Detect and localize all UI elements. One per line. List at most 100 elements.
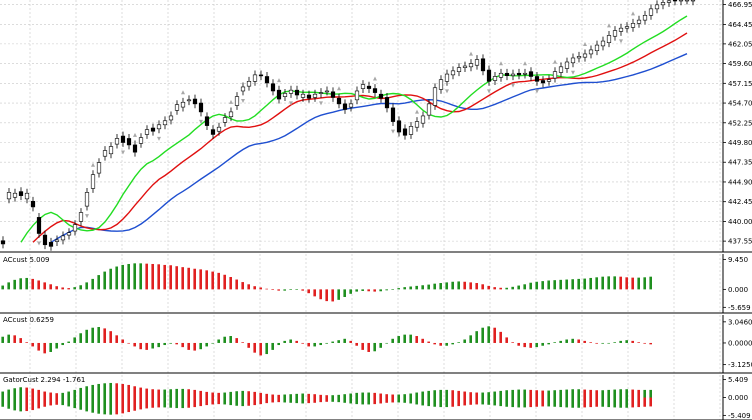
gator-lower-bar [49,397,52,406]
ac1-bar [157,264,160,290]
ac1-bar [283,289,286,291]
gator-lower-bar [457,397,460,407]
price-axis-tick-label: 449.80 [728,139,752,147]
gator-lower-bar [73,397,76,409]
fractal-down-marker [157,136,161,141]
gator-lower-bar [13,397,16,411]
gator-upper-bar [343,394,346,398]
gator-lower-bar [85,397,88,412]
candle-body [384,97,390,109]
candle-body [30,200,36,208]
candle-body [198,102,204,113]
ac2-bar [301,342,304,344]
candle-body [600,40,606,47]
candle-body [138,137,144,144]
gator-upper-bar [19,387,22,398]
ac1-bar [631,277,634,290]
gator-upper-bar [55,393,58,398]
candle-body [60,235,66,241]
gator-lower-bar [601,397,604,407]
ac2-bar [445,342,448,346]
candle-body [402,128,408,136]
ac2-bar [271,342,274,350]
price-panel[interactable] [0,0,752,253]
candle-body [210,129,216,135]
gator-upper-bar [523,389,526,398]
ac1-bar [7,282,10,290]
gator-lower-bar [487,397,490,405]
candle-body [264,76,270,84]
gator-upper-bar [61,392,64,398]
ac2-bar [331,341,334,343]
gator-axis-tick-label: 0.000 [728,394,748,402]
ac-axis-1: 9.450 0.000 -5.659 [723,256,751,312]
candle-body [474,59,480,66]
gator-upper-bar [289,394,292,398]
ac2-bar [355,342,358,346]
gator-upper-bar [67,391,70,398]
candle-body [84,192,90,207]
candle-body [354,90,360,101]
gator-upper-bar [397,394,400,398]
candle-body [228,111,234,118]
candle-body [588,49,594,55]
candle-body [378,93,384,99]
ac1-axis-tick-label: -5.659 [728,304,751,312]
ac-axis-2: 3.0460 0.0000 -3.1250 [723,318,752,369]
gator-lower-bar [589,397,592,408]
gator-lower-bar [613,397,616,408]
ac2-bar [487,326,490,343]
gator-lower-bar [325,397,328,402]
gator-upper-bar [637,389,640,398]
gator-upper-bar [541,390,544,398]
gator-lower-bar [121,397,124,414]
candle-body [336,97,342,105]
fractal-up-marker [277,78,281,83]
ac-panel-2[interactable]: ACcust 0.6259 [0,315,752,374]
ac-panel-1[interactable]: ACcust 5.009 [0,254,752,314]
fractal-down-marker [487,89,491,94]
fractal-up-marker [631,11,635,16]
gator-lower-bar [139,397,142,410]
candle-body [576,56,582,59]
ac1-bar [217,272,220,290]
ac1-bar [445,282,448,290]
gator-upper-bar [139,387,142,398]
candle-body [342,103,348,110]
price-axis-tick-label: 454.70 [728,100,752,108]
ac2-bar [607,342,610,344]
gator-upper-bar [601,390,604,398]
price-axis-tick-label: 466.95 [728,1,752,9]
ac2-axis-tick-label: 3.0460 [728,318,752,326]
ac1-bar [163,264,166,290]
gator-panel[interactable]: GatorCust 2.294 -1.761 [0,375,752,420]
gator-upper-bar [211,392,214,398]
gator-upper-bar [13,388,16,398]
candle-body [18,191,24,196]
ac2-bar [583,340,586,343]
candle-body [414,121,420,128]
candle-body [78,212,84,222]
candle-body [486,69,492,82]
gator-lower-bar [631,397,634,408]
gator-upper-bar [349,393,352,398]
ac1-bar [547,280,550,290]
ac1-bar [265,288,268,290]
gator-upper-bar [49,392,52,398]
ac1-bar [439,283,442,290]
ac2-bar [373,342,376,352]
gator-upper-bar [199,390,202,398]
gator-upper-bar [613,389,616,398]
price-axis-tick-label: 442.45 [728,198,752,206]
gator-lower-bar [625,397,628,408]
ac2-bar [265,342,268,355]
ac1-bar [289,289,292,291]
fractal-down-marker [241,98,245,103]
candle-body [168,115,174,121]
ac1-bar [595,277,598,290]
ac2-bar [499,331,502,343]
gator-lower-bar [235,397,238,406]
gator-upper-bar [301,393,304,398]
gator-lower-bar [547,397,550,407]
candle-body [582,53,588,58]
